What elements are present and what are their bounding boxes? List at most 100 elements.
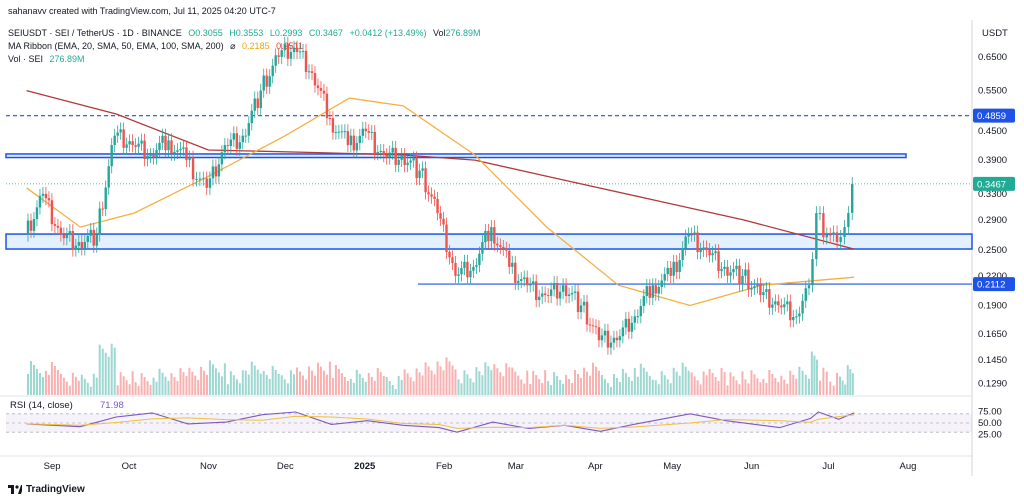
volume-bar: [146, 381, 149, 395]
volume-bar: [247, 374, 250, 395]
y-tick-label: 0.4500: [978, 126, 1007, 137]
volume-bar: [460, 383, 463, 395]
volume-bar: [597, 370, 600, 395]
volume-bar: [547, 381, 550, 395]
watermark: sahanavv created with TradingView.com, J…: [8, 6, 280, 16]
volume-bar: [83, 378, 86, 395]
candle-body: [642, 296, 646, 306]
volume-bar: [777, 381, 780, 395]
volume-bar: [463, 370, 466, 395]
candle-body: [122, 129, 125, 148]
volume-bar: [143, 377, 146, 395]
candle-body: [202, 178, 205, 180]
candle-body: [445, 224, 448, 252]
volume-bar: [71, 372, 74, 395]
volume-bar: [182, 372, 185, 395]
volume-bar: [478, 371, 481, 395]
candle-body: [818, 213, 822, 215]
candle-body: [832, 232, 835, 235]
ohlc-change: +0.0412 (+13.49%): [349, 28, 427, 38]
x-tick-label: Oct: [122, 461, 137, 472]
volume-bar: [241, 370, 244, 395]
candle-body: [44, 193, 48, 199]
candle-body: [558, 291, 562, 299]
candle-body: [774, 301, 777, 305]
volume-bar: [325, 374, 328, 395]
volume-bar: [798, 366, 801, 395]
candle-body: [140, 140, 143, 144]
candle-body: [582, 301, 586, 306]
candle-body: [220, 152, 224, 165]
volume-bar: [208, 360, 211, 395]
candle-body: [585, 301, 589, 325]
candle-body: [636, 316, 640, 318]
volume-bar: [753, 374, 756, 395]
volume-bar: [140, 373, 143, 395]
candle-body: [723, 266, 726, 269]
volume-bar: [259, 373, 262, 395]
volume-bar: [86, 382, 89, 395]
candle-body: [735, 265, 738, 269]
volume-bar: [110, 343, 113, 395]
volume-bar: [220, 376, 223, 395]
volume-bar: [642, 367, 645, 395]
candle-body: [753, 286, 756, 288]
symbol-legend[interactable]: SEIUSDT · SEI / TetherUS · 1D · BINANCE …: [8, 28, 485, 38]
volume-bar: [256, 369, 259, 395]
candle-body: [552, 283, 556, 290]
candle-body: [182, 147, 185, 149]
candle-body: [660, 280, 663, 288]
ma-value-2: 0.2511: [276, 41, 303, 51]
candle-body: [618, 336, 622, 341]
x-tick-label: Dec: [277, 461, 294, 472]
x-tick-label: Mar: [508, 461, 524, 472]
candle-body: [310, 71, 314, 74]
candle-body: [529, 284, 532, 286]
volume-bar: [412, 381, 415, 395]
candle-body: [361, 128, 365, 136]
volume-bar: [235, 379, 238, 395]
price-tag-label: 0.4859: [977, 111, 1006, 122]
volume-bar: [810, 351, 813, 395]
candle-body: [158, 142, 161, 151]
candle-body: [107, 166, 110, 188]
volume-bar: [415, 368, 418, 395]
candle-body: [714, 251, 717, 254]
candle-body: [235, 133, 239, 149]
volume-bar: [451, 365, 454, 395]
volume-bar: [720, 367, 723, 395]
volume-bar: [729, 372, 732, 395]
candle-body: [241, 135, 245, 143]
candle-body: [654, 285, 657, 294]
volume-bar: [472, 382, 475, 395]
price-chart[interactable]: 0.6500 0.5500 0.4500 0.3900 0.3300 0.2900 0.25…: [0, 0, 1024, 480]
candle-body: [789, 301, 792, 321]
volume-bar: [654, 380, 657, 395]
volume-bar: [293, 374, 296, 395]
volume-bar: [669, 383, 672, 395]
candle-body: [421, 168, 424, 171]
volume-bar: [164, 376, 167, 395]
volume-bar: [732, 376, 735, 395]
volume-bar: [771, 373, 774, 395]
volume-bar: [50, 361, 53, 395]
volume-bar: [822, 367, 825, 395]
volume-bar: [708, 368, 711, 395]
candle-body: [540, 293, 544, 297]
candle-body: [780, 305, 783, 308]
price-tag-label: 0.2112: [977, 280, 1005, 291]
tradingview-footer[interactable]: TradingView: [8, 484, 85, 495]
candle-body: [436, 198, 439, 214]
candle-body: [370, 131, 373, 133]
rsi-label: RSI (14, close): [10, 400, 73, 411]
candle-body: [259, 90, 262, 109]
candle-body: [606, 330, 610, 348]
candle-body: [340, 131, 344, 133]
ma-legend[interactable]: MA Ribbon (EMA, 20, SMA, 50, EMA, 100, S…: [8, 41, 307, 52]
candle-body: [678, 260, 681, 272]
volume-bar: [95, 377, 98, 395]
candle-body: [143, 140, 146, 160]
vol-legend[interactable]: Vol · SEI 276.89M: [8, 54, 89, 64]
volume-bar: [568, 378, 571, 395]
volume-bar: [307, 366, 310, 395]
